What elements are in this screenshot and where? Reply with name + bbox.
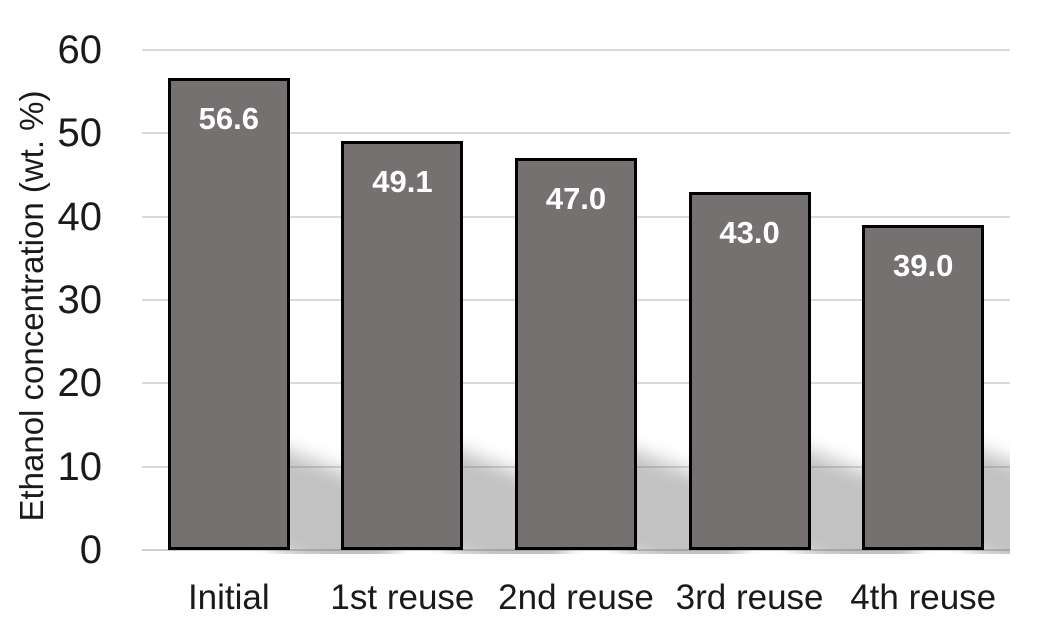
bar: 43.0 bbox=[688, 191, 811, 550]
x-category-label: 2nd reuse bbox=[498, 578, 654, 617]
gridline bbox=[142, 48, 1010, 51]
bar: 39.0 bbox=[862, 225, 985, 550]
y-tick-label: 0 bbox=[79, 528, 102, 572]
x-category-label: 4th reuse bbox=[850, 578, 997, 617]
bar-value-label: 39.0 bbox=[893, 248, 954, 283]
y-tick-label: 40 bbox=[57, 194, 103, 239]
y-tick-label: 20 bbox=[57, 361, 103, 406]
y-tick-label: 10 bbox=[57, 444, 103, 489]
x-category-label: 1st reuse bbox=[330, 578, 475, 617]
bar: 49.1 bbox=[341, 140, 464, 550]
bar: 47.0 bbox=[515, 158, 637, 550]
gridline bbox=[142, 549, 1010, 551]
y-tick-label: 50 bbox=[57, 111, 103, 156]
plot-area: 56.6 49.1 47.0 43.0 39.0 bbox=[142, 48, 1010, 554]
y-tick-label: 60 bbox=[57, 28, 103, 72]
bar-value-label: 43.0 bbox=[719, 214, 780, 250]
x-category-label: Initial bbox=[187, 578, 270, 617]
bar-value-label: 47.0 bbox=[545, 181, 607, 217]
bar-value-label: 56.6 bbox=[198, 101, 259, 137]
y-tick-label: 30 bbox=[57, 278, 103, 322]
bar: 56.6 bbox=[167, 78, 290, 550]
x-category-label: 3rd reuse bbox=[675, 578, 824, 617]
gridline bbox=[142, 132, 1010, 135]
bar-value-label: 49.1 bbox=[372, 163, 433, 199]
